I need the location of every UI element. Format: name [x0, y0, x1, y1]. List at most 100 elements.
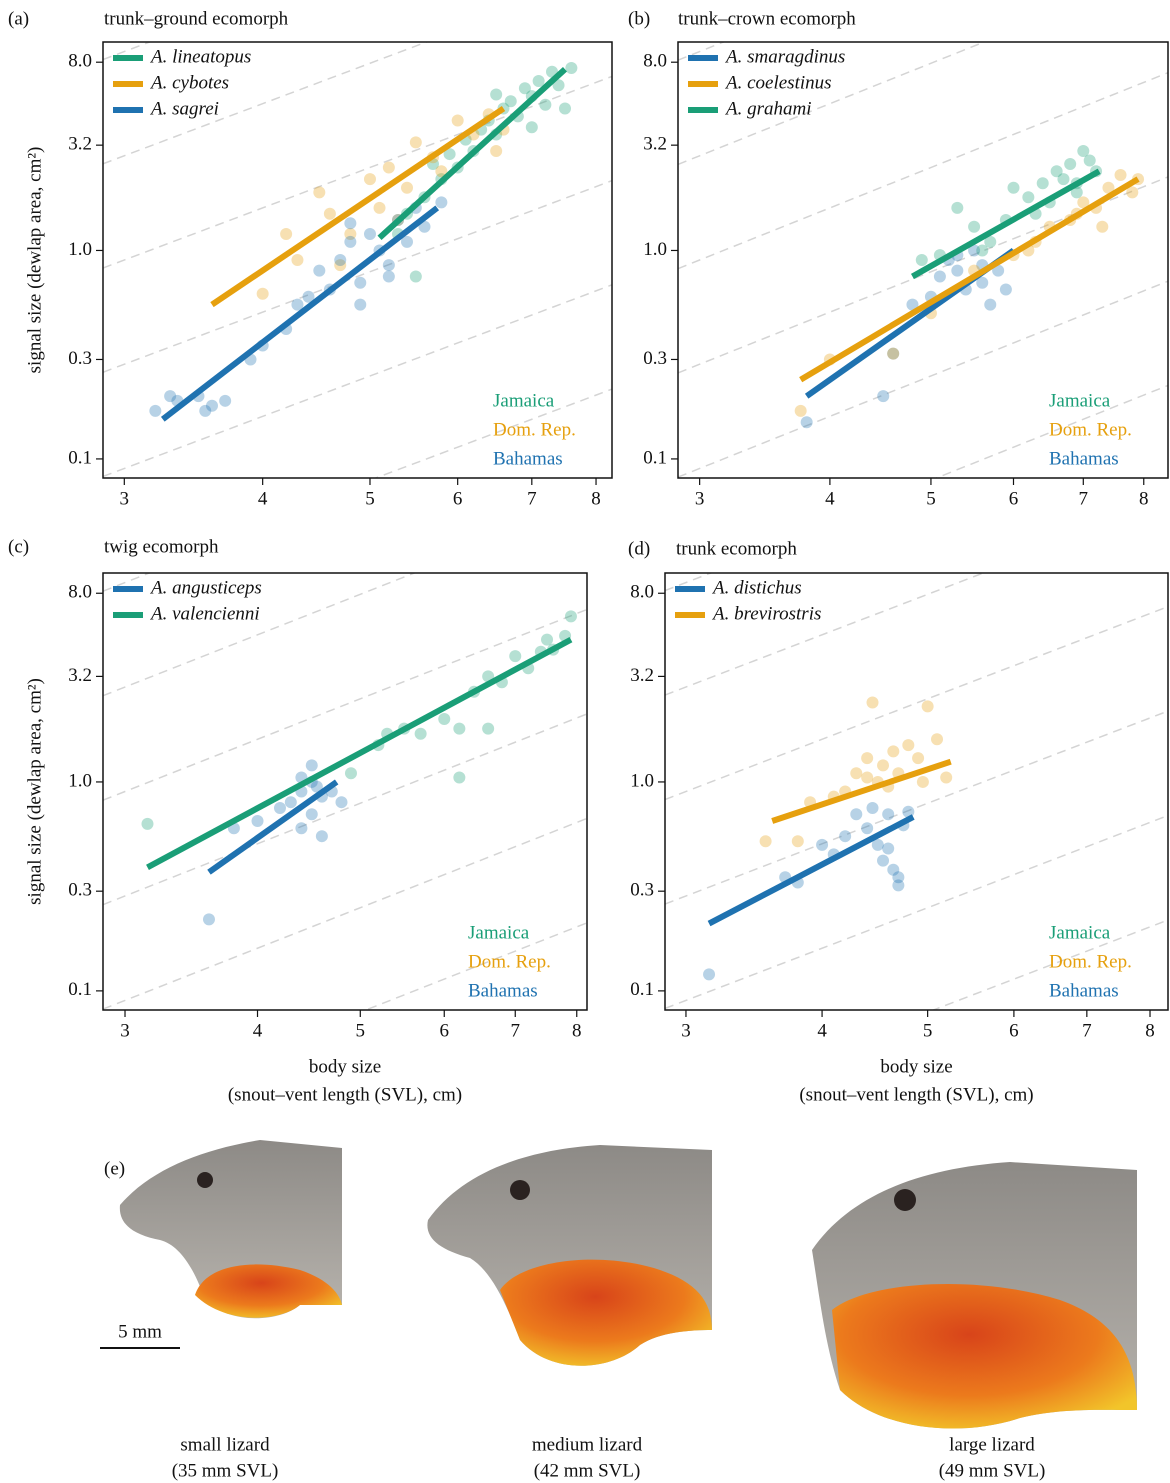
- x-axis-label: body size: [880, 1056, 952, 1077]
- island-label: Dom. Rep.: [468, 951, 551, 972]
- reference-line: [103, 75, 612, 269]
- point: [861, 771, 874, 784]
- x-tick-label: 5: [923, 1020, 933, 1041]
- point: [295, 822, 308, 835]
- y-tick-label: 3.2: [643, 134, 667, 155]
- panel: (d) trunk ecomorph 3 4 5 6 7 8 0.1 0.3 1.0 3.2 8.0 A.…: [628, 538, 1169, 1105]
- x-tick-label: 8: [1145, 1020, 1155, 1041]
- legend-label: A. brevirostris: [711, 603, 821, 624]
- point: [438, 713, 451, 726]
- fit-line: [771, 758, 952, 824]
- point: [1070, 186, 1083, 199]
- point: [1050, 165, 1063, 178]
- y-tick-label: 0.1: [643, 447, 667, 468]
- reference-line: [665, 710, 1168, 905]
- point: [800, 416, 813, 429]
- x-tick-label: 4: [253, 1020, 263, 1041]
- point: [984, 298, 997, 311]
- point: [490, 145, 503, 157]
- lizard-small: [119, 1140, 342, 1319]
- panel: (a) trunk–ground ecomorph 3 4 5 6 7 8 0.1 0.3 1.0 3…: [8, 8, 613, 790]
- point: [291, 254, 304, 266]
- x-tick-label: 4: [817, 1020, 827, 1041]
- point: [839, 830, 852, 843]
- y-axis-label: signal size (dewlap area, cm²): [24, 678, 45, 905]
- caption: (35 mm SVL): [172, 1460, 279, 1481]
- point: [344, 227, 357, 240]
- point: [861, 752, 874, 765]
- y-tick-label: 0.1: [68, 979, 92, 1000]
- point: [164, 390, 177, 403]
- x-tick-label: 4: [258, 488, 268, 509]
- x-tick-label: 7: [527, 488, 537, 509]
- point: [1022, 191, 1035, 204]
- reference-line: [103, 598, 612, 790]
- point: [363, 227, 376, 240]
- island-label: Jamaica: [1049, 922, 1111, 943]
- point: [999, 283, 1012, 296]
- x-tick-label: 3: [695, 488, 705, 509]
- point: [256, 287, 269, 300]
- point: [916, 775, 929, 788]
- panel-title: trunk–crown ecomorph: [678, 8, 856, 29]
- point: [1007, 181, 1020, 194]
- y-tick-label: 8.0: [630, 582, 654, 603]
- x-tick-label: 6: [1009, 1020, 1019, 1041]
- fit-line: [160, 205, 440, 422]
- plot-frame: [677, 41, 1169, 479]
- panel-title: trunk ecomorph: [676, 538, 797, 559]
- x-tick-label: 5: [356, 1020, 366, 1041]
- plot-area: [678, 42, 1168, 478]
- point: [1114, 169, 1127, 182]
- point: [1102, 181, 1115, 194]
- legend-label: A. coelestinus: [724, 72, 832, 93]
- point: [490, 88, 503, 101]
- panel-title: trunk–ground ecomorph: [104, 8, 289, 29]
- panel-label: (a): [8, 8, 29, 29]
- x-tick-label: 6: [1009, 488, 1019, 509]
- point: [877, 390, 890, 403]
- point: [363, 173, 376, 186]
- x-tick-label: 5: [926, 488, 936, 509]
- point: [435, 196, 448, 209]
- panel-label: (d): [628, 538, 650, 559]
- point: [887, 347, 900, 360]
- reference-line: [103, 573, 417, 697]
- point: [992, 264, 1005, 277]
- point: [504, 95, 517, 108]
- x-tick-label: 8: [1139, 488, 1149, 509]
- legend-label: A. smaragdinus: [724, 46, 845, 67]
- point: [552, 79, 565, 92]
- point: [453, 771, 466, 784]
- plot-frame: [102, 572, 588, 1011]
- reference-line: [934, 384, 1168, 478]
- plot-area: [665, 573, 1168, 1010]
- reference-line: [665, 573, 986, 696]
- point: [382, 161, 395, 174]
- legend-label: A. valencienni: [149, 603, 260, 624]
- point: [482, 722, 495, 735]
- legend-label: A. angusticeps: [149, 577, 262, 598]
- point: [435, 165, 448, 178]
- point: [984, 235, 997, 248]
- point: [1126, 186, 1139, 199]
- lizard-large: [812, 1162, 1137, 1429]
- point: [323, 207, 336, 220]
- point: [310, 780, 323, 793]
- point: [291, 298, 304, 311]
- scale-bar-label: 5 mm: [118, 1321, 162, 1342]
- point: [850, 767, 863, 780]
- point: [518, 82, 531, 95]
- x-tick-label: 5: [365, 488, 375, 509]
- point: [1036, 177, 1049, 190]
- point: [882, 808, 895, 821]
- point: [968, 244, 981, 257]
- y-tick-label: 8.0: [68, 51, 92, 72]
- y-tick-label: 1.0: [68, 770, 92, 791]
- point: [313, 264, 326, 277]
- island-label: Bahamas: [493, 448, 563, 469]
- point: [141, 817, 154, 830]
- x-tick-label: 7: [1082, 1020, 1092, 1041]
- island-label: Jamaica: [493, 390, 555, 411]
